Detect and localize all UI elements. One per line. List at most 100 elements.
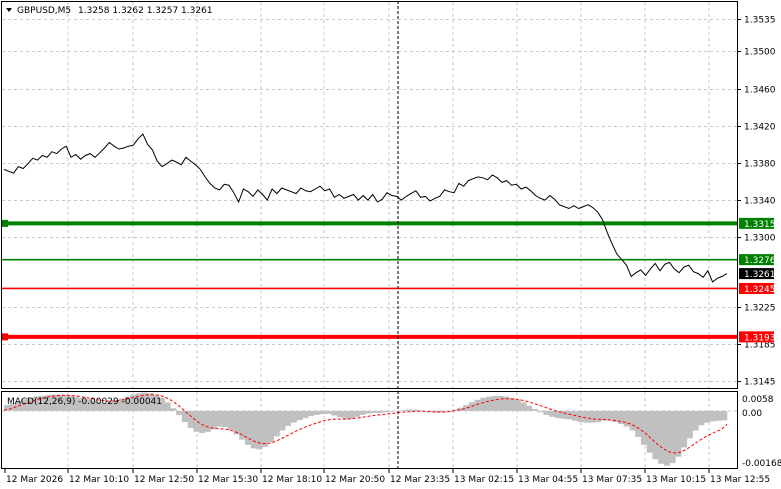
macd-histogram-bar: [617, 410, 625, 424]
price-tick-label: 1.3500: [744, 48, 776, 58]
macd-histogram-bar: [474, 399, 481, 411]
macd-histogram-bar: [118, 398, 125, 411]
macd-histogram-bar: [623, 410, 630, 427]
macd-histogram-bar: [296, 410, 303, 421]
macd-histogram-bar: [503, 396, 510, 411]
price-panel-frame: [1, 1, 738, 389]
macd-histogram-bar: [549, 410, 556, 417]
macd-histogram-bar: [348, 410, 355, 419]
macd-histogram-bar: [32, 396, 39, 411]
macd-histogram-bar: [135, 393, 143, 411]
macd-histogram-bar: [141, 392, 148, 411]
time-tick-label: 13 Mar 04:55: [518, 475, 578, 485]
macd-histogram-bar: [606, 410, 613, 421]
macd-histogram-bar: [49, 394, 56, 411]
macd-histogram-bar: [181, 410, 188, 423]
macd-histogram-bar: [354, 410, 361, 417]
macd-histogram-bar: [313, 410, 320, 415]
macd-histogram-bar: [692, 410, 699, 431]
macd-histogram-bar: [44, 395, 51, 411]
time-tick-label: 13 Mar 12:55: [710, 475, 770, 485]
time-axis[interactable]: 12 Mar 2026 12 Mar 10:10 12 Mar 12:50 12 Ma…: [4, 469, 770, 485]
macd-scale-label: 0.0058: [742, 395, 774, 405]
macd-histogram-bar: [480, 397, 487, 411]
macd-histogram-bar: [652, 410, 659, 460]
macd-histogram-bar: [704, 410, 711, 423]
macd-histogram-bar: [526, 405, 533, 411]
price-axis[interactable]: 1.3535 1.3500 1.3460 1.3420 1.3380 1.3340 1.33…: [737, 16, 776, 388]
macd-histogram-bar: [681, 410, 688, 448]
macd-histogram-bar: [302, 410, 309, 419]
macd-histogram: [4, 392, 728, 466]
macd-histogram-bar: [463, 405, 470, 411]
time-tick-label: 12 Mar 10:10: [69, 475, 129, 485]
macd-histogram-bar: [589, 410, 596, 423]
macd-histogram-bar: [325, 410, 332, 414]
macd-histogram-bar: [90, 400, 97, 411]
level-price-label: 1.3193: [744, 333, 776, 343]
macd-panel[interactable]: [2, 392, 737, 468]
macd-histogram-bar: [95, 401, 102, 411]
macd-histogram-bar: [612, 410, 619, 423]
macd-histogram-bar: [308, 410, 315, 417]
macd-histogram-bar: [497, 395, 504, 411]
price-tick-label: 1.3225: [744, 304, 776, 314]
price-tick-label: 1.3380: [744, 160, 776, 170]
macd-histogram-bar: [227, 410, 234, 430]
price-tick-label: 1.3460: [744, 86, 776, 96]
level-price-tag: [739, 331, 774, 343]
macd-histogram-bar: [222, 410, 229, 428]
macd-histogram-bar: [101, 403, 108, 411]
macd-histogram-bar: [267, 410, 274, 443]
macd-histogram-bar: [686, 410, 693, 439]
time-tick-label: 12 Mar 12:50: [134, 475, 194, 485]
level-price-label: 1.3276: [744, 256, 776, 266]
price-tick-label: 1.3185: [744, 341, 776, 351]
macd-histogram-bar: [554, 410, 561, 419]
macd-histogram-bar: [250, 410, 257, 449]
macd-histogram-bar: [26, 397, 33, 411]
macd-histogram-bar: [560, 410, 567, 419]
macd-histogram-bar: [38, 395, 45, 411]
macd-histogram-bar: [721, 410, 728, 421]
macd-histogram-bar: [508, 397, 515, 411]
macd-histogram-bar: [658, 410, 665, 464]
macd-histogram-bar: [67, 395, 74, 411]
time-tick-label: 12 Mar 23:35: [390, 475, 450, 485]
macd-histogram-bar: [646, 410, 653, 453]
macd-histogram-bar: [336, 410, 343, 418]
macd-histogram-bar: [399, 410, 406, 411]
macd-histogram-bar: [359, 410, 366, 415]
macd-histogram-bar: [216, 410, 223, 427]
macd-panel-frame: [1, 391, 738, 469]
macd-histogram-bar: [147, 393, 154, 411]
macd-histogram-bar: [520, 402, 527, 411]
triangle-down-icon[interactable]: [6, 8, 12, 12]
macd-histogram-bar: [78, 397, 85, 411]
level-anchor: [2, 219, 8, 227]
symbol-label: GBPUSD,M5: [17, 6, 71, 16]
macd-histogram-bar: [113, 400, 120, 411]
macd-histogram-bar: [9, 403, 16, 411]
macd-histogram-bar: [405, 409, 412, 411]
macd-histogram-bar: [164, 402, 171, 411]
macd-histogram-bar: [583, 410, 590, 423]
macd-histogram-bar: [331, 410, 338, 416]
macd-histogram-bar: [635, 410, 642, 438]
level-price-label: 1.3261: [744, 270, 776, 280]
macd-histogram-bar: [422, 410, 429, 412]
macd-histogram-bar: [342, 410, 349, 420]
level-price-tag: [739, 217, 774, 229]
macd-histogram-bar: [365, 410, 372, 414]
price-tick-label: 1.3535: [744, 16, 776, 26]
macd-histogram-bar: [663, 410, 670, 466]
macd-histogram-bar: [72, 396, 79, 411]
macd-histogram-bar: [153, 394, 160, 411]
time-tick-label: 12 Mar 2026: [6, 475, 63, 485]
macd-histogram-bar: [187, 410, 194, 428]
macd-histogram-bar: [382, 410, 389, 413]
macd-histogram-bar: [411, 409, 418, 411]
price-panel[interactable]: [2, 2, 737, 388]
macd-histogram-bar: [486, 396, 493, 411]
